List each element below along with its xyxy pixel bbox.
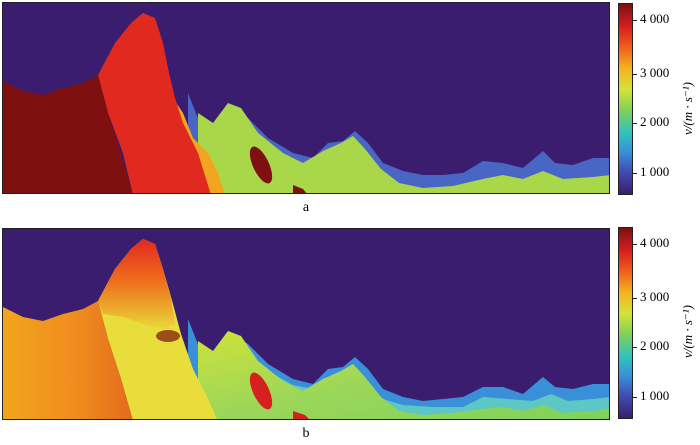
colorbar-b-tick-3000: 3 000 (640, 289, 670, 304)
colorbar-a-tickmark-2000 (633, 123, 637, 124)
colorbar-a (618, 3, 633, 195)
colorbar-b-tickmark-4000 (633, 244, 637, 245)
colorbar-a-tick-2000: 2 000 (640, 114, 670, 129)
colorbar-b-label: v/(m · s⁻¹) (680, 305, 695, 358)
colorbar-a-tickmark-4000 (633, 20, 637, 21)
deep-block-b (3, 301, 133, 419)
red-body-a (98, 13, 211, 193)
panel-label-b: b (302, 426, 310, 441)
velocity-model-panel-a (2, 2, 610, 194)
colorbar-b-tickmark-3000 (633, 298, 637, 299)
lens-1-a (249, 146, 273, 184)
middle-layer-b (198, 331, 609, 419)
colorbar-a-gradient (619, 4, 632, 194)
colorbar-a-tickmark-3000 (633, 74, 637, 75)
colorbar-a-tick-3000: 3 000 (640, 65, 670, 80)
middle-layer-a (198, 103, 609, 193)
colorbar-a-tickmark-1000 (633, 173, 637, 174)
colorbar-b-tick-4000: 4 000 (640, 235, 670, 250)
velocity-model-b-svg (3, 229, 609, 419)
colorbar-b-tickmark-2000 (633, 347, 637, 348)
velocity-model-a-svg (3, 3, 609, 193)
red-body-b (98, 239, 175, 329)
colorbar-b-tick-2000: 2 000 (640, 338, 670, 353)
colorbar-b-tick-1000: 1 000 (640, 388, 670, 403)
lens-2-b (293, 411, 309, 419)
colorbar-a-label: v/(m · s⁻¹) (680, 82, 695, 135)
colorbar-b (618, 227, 633, 419)
colorbar-a-tick-1000: 1 000 (640, 164, 670, 179)
lens-2-a (293, 185, 307, 193)
deep-block-a (3, 75, 133, 193)
dark-anomaly-b (156, 330, 180, 342)
panel-label-a: a (302, 200, 310, 215)
velocity-model-panel-b (2, 228, 610, 420)
colorbar-a-tick-4000: 4 000 (640, 11, 670, 26)
lens-1-b (249, 372, 273, 410)
colorbar-b-tickmark-1000 (633, 397, 637, 398)
colorbar-b-gradient (619, 228, 632, 418)
